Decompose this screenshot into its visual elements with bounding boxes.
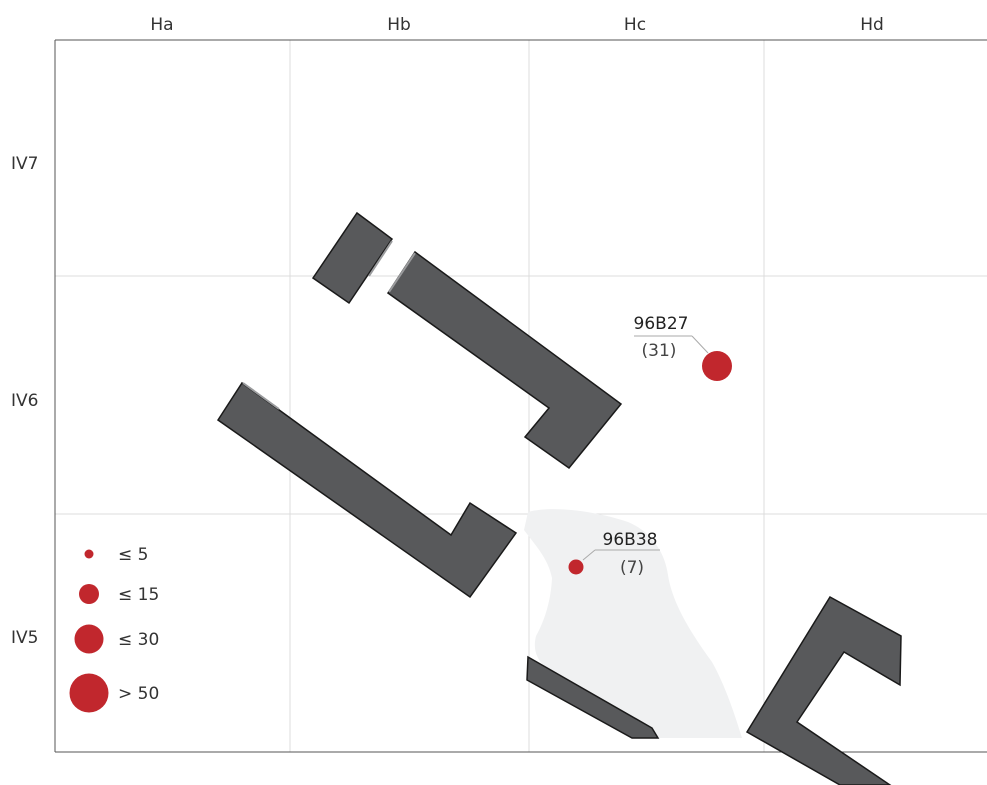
find-96b38[interactable]: 96B38 (7) (568, 530, 661, 578)
row-label-iv5: IV5 (11, 628, 38, 648)
column-label-hb: Hb (387, 15, 411, 35)
legend-label: > 50 (118, 684, 159, 704)
legend-label: ≤ 5 (118, 545, 148, 565)
grid (54, 39, 987, 753)
find-leader-line (691, 335, 709, 354)
legend-symbol-large (74, 624, 104, 654)
column-label-ha: Ha (150, 15, 173, 35)
wall-segment-small (311, 211, 394, 305)
legend: ≤ 5 ≤ 15 ≤ 30 > 50 (69, 545, 159, 713)
find-marker[interactable] (568, 559, 584, 575)
wall-l-shape-lower (216, 381, 518, 599)
row-labels: IV7 IV6 IV5 (11, 154, 38, 648)
wall-highlight-2 (368, 240, 393, 277)
column-label-hc: Hc (624, 15, 646, 35)
find-count-label: (31) (642, 341, 677, 361)
find-id-label: 96B27 (634, 314, 689, 334)
legend-symbol-xlarge (69, 673, 109, 713)
wall-l-shape-upper (386, 250, 623, 470)
column-labels: Ha Hb Hc Hd (150, 15, 883, 35)
row-label-iv7: IV7 (11, 154, 38, 174)
find-id-label: 96B38 (603, 530, 658, 550)
wall-structures (216, 211, 902, 785)
wall-highlight-3 (388, 252, 416, 293)
wall-highlight-1 (242, 382, 280, 410)
legend-label: ≤ 30 (118, 630, 159, 650)
column-label-hd: Hd (860, 15, 884, 35)
find-marker[interactable] (702, 351, 732, 381)
row-label-iv6: IV6 (11, 391, 38, 411)
legend-label: ≤ 15 (118, 585, 159, 605)
legend-symbol-small (84, 549, 94, 559)
find-96b27[interactable]: 96B27 (31) (634, 314, 732, 381)
wall-strip-bottom (526, 655, 660, 739)
wall-u-shape-right (745, 595, 902, 785)
find-count-label: (7) (620, 558, 644, 578)
find-leader-line (582, 549, 596, 561)
legend-symbol-medium (79, 584, 99, 604)
